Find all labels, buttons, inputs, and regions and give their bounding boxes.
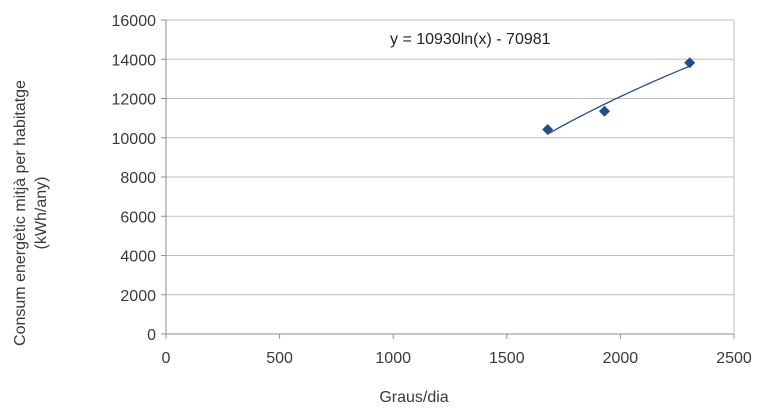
y-tick-label: 16000 xyxy=(112,13,157,30)
y-tick-label: 12000 xyxy=(112,92,157,109)
trendline-equation: y = 10930ln(x) - 70981 xyxy=(390,31,551,48)
y-tick-label: 6000 xyxy=(120,209,156,226)
y-axis-title-line2: (kWh/any) xyxy=(33,177,50,250)
x-tick-label: 2500 xyxy=(716,350,752,367)
data-point xyxy=(598,105,610,117)
x-tick-label: 1500 xyxy=(489,350,525,367)
x-tick-label: 500 xyxy=(266,350,293,367)
x-axis-title: Graus/dia xyxy=(379,389,448,406)
data-point xyxy=(684,57,696,69)
grid-lines xyxy=(166,19,734,296)
data-point xyxy=(542,124,554,136)
y-tick-label: 14000 xyxy=(112,52,157,69)
data-points xyxy=(542,57,696,136)
trendline-group xyxy=(547,65,690,135)
x-tick-labels: 0 500 1000 1500 2000 2500 xyxy=(162,350,752,367)
y-axis-title-line1: Consum energètic mitjà per habitatge xyxy=(12,80,29,346)
y-tick-label: 2000 xyxy=(120,288,156,305)
y-tick-label: 0 xyxy=(147,327,156,344)
x-tick-label: 1000 xyxy=(375,350,411,367)
x-tick-label: 2000 xyxy=(603,350,639,367)
axes xyxy=(161,19,735,339)
y-tick-label: 10000 xyxy=(112,131,157,148)
trendline xyxy=(547,65,690,135)
y-tick-label: 8000 xyxy=(120,170,156,187)
y-axis-title: Consum energètic mitjà per habitatge (kW… xyxy=(12,80,50,346)
y-tick-labels: 0 2000 4000 6000 8000 10000 12000 14000 16000 xyxy=(112,13,157,344)
y-tick-label: 4000 xyxy=(120,249,156,266)
x-tick-label: 0 xyxy=(162,350,171,367)
